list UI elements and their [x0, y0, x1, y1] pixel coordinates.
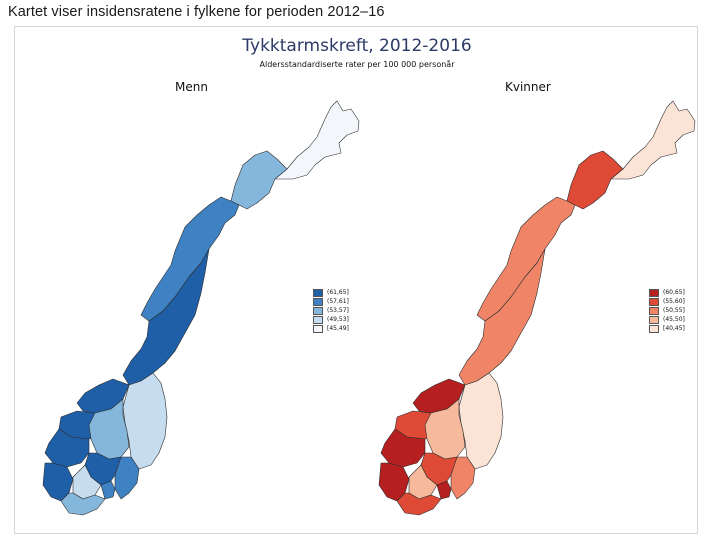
legend-item: (60,65] [649, 288, 685, 297]
region-hedmark [458, 372, 504, 470]
legend-label: (50,55] [663, 307, 685, 314]
legend-kvinner: (60,65] (55,60] (50,55] (45,50] [40,45] [649, 288, 685, 333]
panel-label-menn: Menn [175, 80, 208, 94]
region-oppland [88, 398, 130, 460]
region-hordaland [380, 428, 426, 468]
figure-title: Tykktarmskreft, 2012-2016 [242, 36, 472, 56]
legend-label: (45,50] [663, 316, 685, 323]
legend-item: (50,55] [649, 306, 685, 315]
region-troms [566, 150, 624, 210]
legend-swatch [313, 288, 323, 297]
legend-menn: (61,65] (57,61] (53,57] (49,53] [45,49] [313, 288, 349, 333]
legend-swatch [313, 315, 323, 324]
legend-item: (53,57] [313, 306, 349, 315]
region-akershus [450, 456, 476, 500]
legend-item: [40,45] [649, 324, 685, 333]
region-vestfold [100, 480, 116, 500]
legend-swatch [649, 288, 659, 297]
region-agder [60, 492, 106, 516]
legend-label: (53,57] [327, 307, 349, 314]
legend-swatch [313, 297, 323, 306]
legend-item: (57,61] [313, 297, 349, 306]
region-hordaland [44, 428, 90, 468]
legend-swatch [649, 306, 659, 315]
region-agder [396, 492, 442, 516]
region-finnmark [274, 100, 360, 180]
region-finnmark [610, 100, 696, 180]
legend-swatch [649, 324, 659, 333]
legend-label: (61,65] [327, 289, 349, 296]
panel-label-kvinner: Kvinner [505, 80, 551, 94]
legend-label: (57,61] [327, 298, 349, 305]
legend-item: [45,49] [313, 324, 349, 333]
region-troms [230, 150, 288, 210]
legend-label: (49,53] [327, 316, 349, 323]
region-trondelag [458, 248, 546, 386]
legend-item: (45,50] [649, 315, 685, 324]
map-kvinner [378, 100, 696, 516]
figure-subtitle: Aldersstandardiserte rater per 100 000 p… [259, 60, 455, 69]
map-menn [42, 100, 360, 516]
region-trondelag [122, 248, 210, 386]
region-hedmark [122, 372, 168, 470]
legend-swatch [649, 297, 659, 306]
figure-caption: Kartet viser insidensratene i fylkene fo… [8, 4, 385, 20]
legend-label: [45,49] [327, 325, 349, 332]
map-figure: Tykktarmskreft, 2012-2016 Aldersstandard… [14, 26, 698, 534]
legend-swatch [313, 306, 323, 315]
legend-swatch [649, 315, 659, 324]
region-oppland [424, 398, 466, 460]
legend-swatch [313, 324, 323, 333]
region-vestfold [436, 480, 452, 500]
legend-item: (55,60] [649, 297, 685, 306]
legend-label: (55,60] [663, 298, 685, 305]
legend-label: (60,65] [663, 289, 685, 296]
legend-label: [40,45] [663, 325, 685, 332]
region-akershus [114, 456, 140, 500]
legend-item: (61,65] [313, 288, 349, 297]
legend-item: (49,53] [313, 315, 349, 324]
